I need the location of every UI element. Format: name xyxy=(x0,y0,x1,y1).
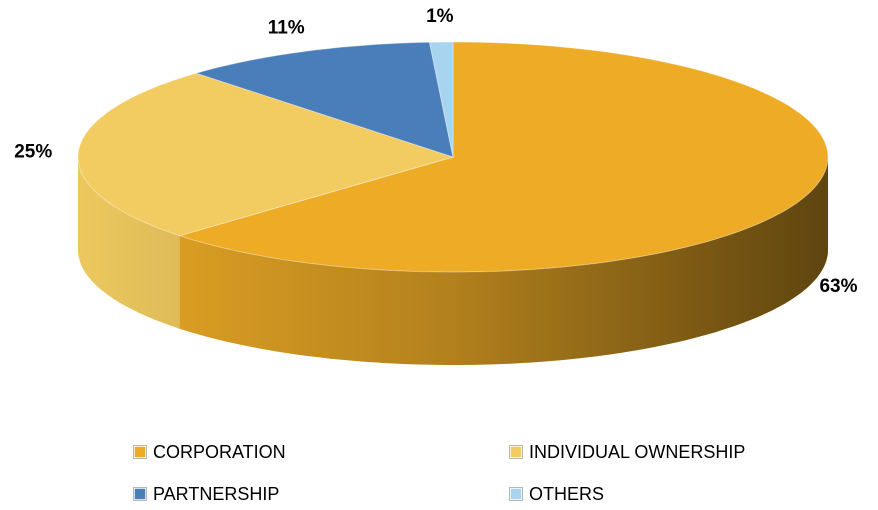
data-label: 25% xyxy=(14,142,52,163)
legend-marker-border xyxy=(133,487,147,501)
data-label: 1% xyxy=(426,6,454,27)
legend-marker-border xyxy=(509,487,523,501)
legend-marker xyxy=(133,445,147,459)
legend-label: CORPORATION xyxy=(153,442,286,462)
legend-label: PARTNERSHIP xyxy=(153,484,279,504)
data-label: 63% xyxy=(819,276,857,297)
legend-marker xyxy=(509,487,523,501)
legend-label: OTHERS xyxy=(529,484,604,504)
legend-label: INDIVIDUAL OWNERSHIP xyxy=(529,442,745,462)
slice xyxy=(428,41,454,158)
legend-marker-border xyxy=(133,445,147,459)
legend-marker-border xyxy=(509,445,523,459)
legend-marker xyxy=(133,487,147,501)
side-shade xyxy=(78,157,180,329)
legend-marker xyxy=(509,445,523,459)
slice xyxy=(194,41,454,158)
data-label: 11% xyxy=(268,18,305,39)
side-shade xyxy=(179,157,829,365)
slice xyxy=(77,72,455,237)
slice xyxy=(177,41,829,273)
